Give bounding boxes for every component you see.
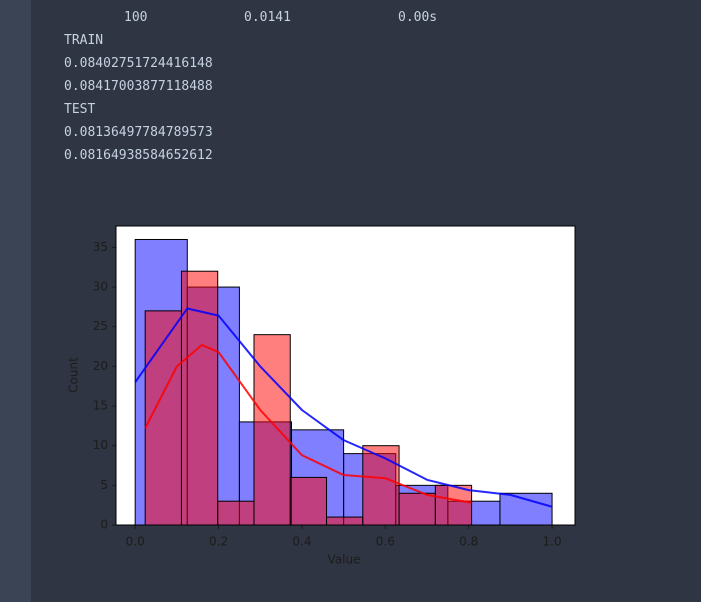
y-tick-label: 10	[93, 438, 108, 452]
output-line: 0.08136497784789573	[64, 125, 213, 140]
y-tick-label: 0	[100, 518, 108, 532]
x-tick-label: 0.6	[376, 535, 395, 549]
x-axis-label: Value	[328, 553, 361, 567]
output-cell: 0.00s	[398, 10, 438, 25]
y-tick-label: 15	[93, 399, 108, 413]
histogram-bar	[362, 445, 400, 526]
histogram-bar	[434, 484, 473, 526]
histogram-bar	[217, 500, 255, 526]
output-line: TRAIN	[64, 33, 104, 48]
output-line: 0.08164938584652612	[64, 148, 213, 163]
x-tick-label: 0.4	[292, 535, 311, 549]
histogram-bar	[398, 492, 436, 526]
kde-line	[134, 307, 553, 508]
output-line: 0.08402751724416148	[64, 56, 213, 71]
y-axis-label: Count	[67, 357, 81, 393]
x-tick-label: 0.8	[459, 535, 478, 549]
output-line: TEST	[64, 102, 96, 117]
histogram-bar	[499, 492, 553, 526]
y-tick-label: 35	[93, 240, 108, 254]
y-tick-label: 30	[93, 280, 108, 294]
y-tick-label: 5	[100, 478, 108, 492]
y-tick-label: 25	[93, 319, 108, 333]
x-tick-label: 0.0	[126, 535, 145, 549]
x-tick-label: 0.2	[209, 535, 228, 549]
histogram-bar	[289, 476, 328, 526]
kde-line	[144, 343, 472, 504]
histogram-bar	[326, 516, 364, 526]
gutter	[0, 0, 31, 602]
output-cell: 0.0141	[244, 10, 291, 25]
x-tick-label: 1.0	[543, 535, 562, 549]
y-tick-label: 20	[93, 359, 108, 373]
plot-frame	[115, 225, 576, 526]
output-cell: 100	[124, 10, 148, 25]
output-line: 0.08417003877118488	[64, 79, 213, 94]
histogram-bar	[253, 334, 291, 526]
